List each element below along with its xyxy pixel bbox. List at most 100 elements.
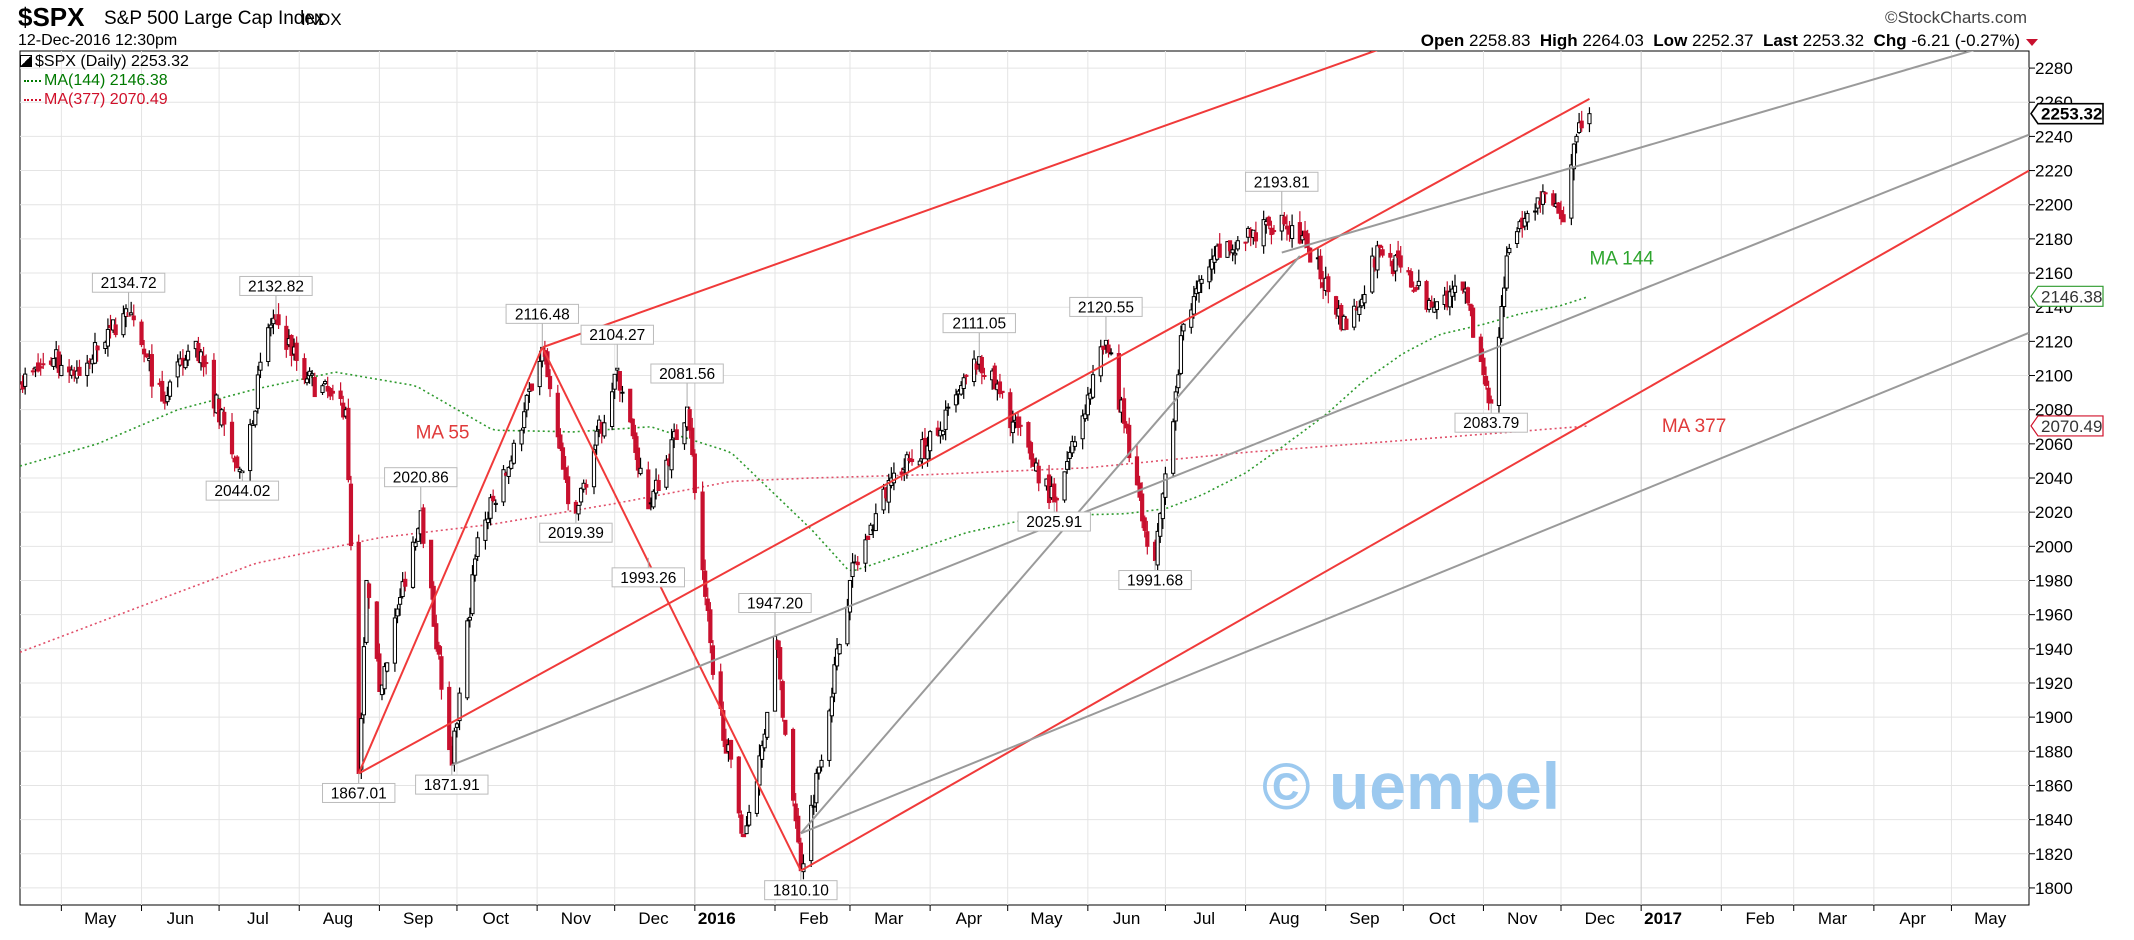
y-tick-label: 1980 — [2035, 571, 2073, 590]
candle-body — [863, 539, 868, 564]
candle-body — [348, 483, 354, 546]
candle-body — [310, 373, 315, 376]
stockcharts-brand[interactable]: ©StockCharts.com — [1885, 8, 2027, 27]
candle-body — [92, 342, 98, 364]
x-tick-label: Apr — [956, 909, 983, 928]
candle-body — [56, 351, 61, 373]
red-channel-line — [358, 97, 1590, 775]
candle-body — [1411, 289, 1416, 292]
chg-label: Chg — [1873, 31, 1907, 50]
candle-body — [1318, 255, 1323, 280]
candle-body — [509, 460, 514, 469]
candle-body — [1178, 335, 1184, 374]
candle-body — [346, 407, 351, 481]
candle-body — [77, 366, 82, 377]
dotted-line-icon — [24, 79, 41, 82]
price-label: 2134.72 — [101, 275, 157, 292]
candle-body — [899, 471, 904, 475]
y-tick-label: 2000 — [2035, 537, 2073, 556]
candle-body — [1543, 192, 1548, 195]
axis-tag-box — [2030, 415, 2104, 437]
candle-body — [1388, 252, 1393, 258]
legend-main-text: $SPX (Daily) 2253.32 — [35, 53, 189, 70]
candle-body — [925, 445, 930, 460]
candle-body — [832, 664, 837, 694]
annotation-ma-377: MA 377 — [1662, 416, 1726, 437]
y-tick-label: 1820 — [2035, 845, 2073, 864]
axis-tag-label: 2253.32 — [2041, 105, 2102, 124]
candle-body — [1026, 422, 1031, 448]
watermark: © uempel — [1262, 749, 1561, 823]
candle-body — [255, 374, 260, 409]
candle-body — [1028, 442, 1034, 460]
candle-body — [485, 518, 491, 524]
axis-tag-box — [2030, 285, 2104, 307]
candle-body — [1217, 243, 1222, 258]
candle-body — [289, 334, 294, 356]
x-tick-label: Aug — [1269, 909, 1299, 928]
candle-body — [979, 356, 984, 374]
candle-body — [1171, 421, 1176, 474]
candle-body — [519, 429, 524, 445]
candle-body — [416, 528, 421, 542]
candle-body — [873, 513, 878, 532]
y-tick-label: 1960 — [2035, 606, 2073, 625]
candle-body — [1504, 255, 1509, 289]
candle-body — [447, 686, 452, 751]
candle-body — [827, 710, 832, 761]
red-channel-line — [541, 51, 1378, 349]
candle-body — [1054, 497, 1059, 501]
candle-body — [1253, 232, 1259, 242]
y-tick-label: 2080 — [2035, 401, 2073, 420]
candle-body — [1065, 461, 1070, 470]
candle-body — [1571, 143, 1577, 170]
candle-body — [1015, 416, 1021, 428]
candle-body — [1502, 287, 1507, 307]
price-label-box — [1454, 412, 1528, 433]
candle-body — [162, 401, 167, 404]
ma377-line — [20, 425, 1587, 653]
candle-body — [744, 825, 749, 835]
candle-body — [1551, 193, 1556, 206]
candle-body — [1010, 421, 1015, 434]
price-label-box — [580, 324, 654, 345]
candle-body — [1142, 517, 1147, 531]
x-tick-label: Nov — [561, 909, 592, 928]
candle-body — [992, 365, 997, 390]
candle-body — [483, 519, 488, 541]
candle-body — [105, 328, 111, 347]
candle-body — [452, 730, 457, 764]
candle-body — [1090, 374, 1096, 398]
y-tick-label: 2220 — [2035, 162, 2073, 181]
candle-body — [829, 696, 834, 717]
candle-body — [395, 608, 400, 617]
chg-value: -6.21 (-0.27%) — [1911, 31, 2020, 50]
candle-body — [576, 504, 581, 515]
legend-ma144-text: MA(144) 2146.38 — [44, 72, 168, 89]
candle-body — [1424, 281, 1429, 310]
candle-body — [762, 733, 767, 749]
x-axis: May Jun Jul Aug Sep Oct Nov Dec 2016 Feb Mar Apr May… — [60, 905, 2007, 928]
candle-body — [472, 558, 478, 576]
y-tick-label: 2200 — [2035, 196, 2073, 215]
candle-body — [759, 745, 765, 760]
candle-body — [413, 542, 418, 548]
candle-body — [382, 666, 387, 690]
candle-body — [1083, 413, 1088, 420]
y-tick-label: 1800 — [2035, 879, 2073, 898]
candle-body — [1414, 287, 1419, 291]
candle-body — [946, 406, 951, 409]
candle-body — [997, 381, 1003, 395]
candlesticks — [20, 107, 1592, 880]
x-tick-label: Jun — [1113, 909, 1140, 928]
price-label: 2132.82 — [248, 278, 304, 295]
candle-body — [635, 447, 641, 471]
candle-body — [1305, 233, 1310, 248]
candle-body — [1556, 202, 1561, 214]
candle-body — [488, 497, 493, 519]
price-label: 2193.81 — [1254, 174, 1310, 191]
candle-body — [881, 488, 886, 511]
price-label: 1871.91 — [424, 777, 480, 794]
dotted-line-icon — [24, 98, 41, 101]
candle-body — [1106, 344, 1111, 353]
